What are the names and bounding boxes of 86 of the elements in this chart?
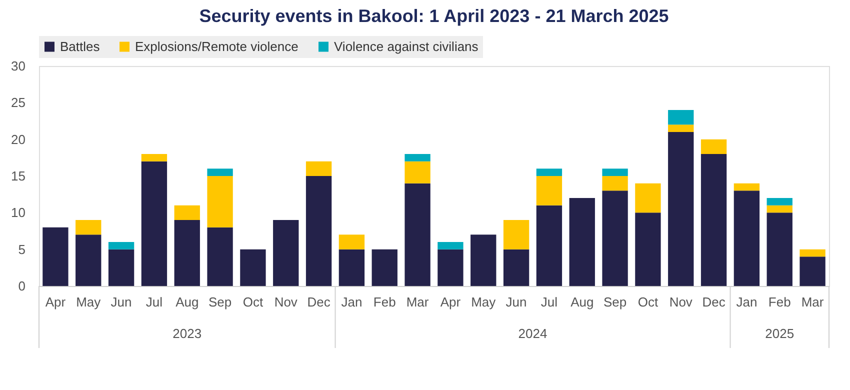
bar	[306, 176, 332, 286]
y-tick-label: 30	[11, 58, 26, 74]
bar	[174, 205, 200, 220]
bar	[602, 176, 628, 191]
bar	[503, 249, 530, 286]
x-tick-label: Jan	[736, 294, 758, 310]
y-tick-label: 15	[11, 168, 26, 184]
bar	[635, 183, 661, 213]
x-tick-label: Sep	[603, 294, 627, 310]
bar	[503, 220, 530, 250]
bar	[569, 198, 595, 286]
bar	[207, 176, 233, 228]
bar	[668, 124, 694, 132]
x-tick-label: Nov	[274, 294, 298, 310]
bar	[766, 205, 792, 213]
bar	[438, 249, 464, 286]
x-tick-label: May	[471, 294, 496, 310]
x-tick-label: Apr	[440, 294, 462, 310]
bar	[108, 249, 134, 286]
x-tick-label: Sep	[208, 294, 232, 310]
bar	[536, 205, 562, 286]
legend-label: Violence against civilians	[334, 38, 479, 54]
x-tick-label: Jun	[110, 294, 132, 310]
bar	[602, 190, 628, 286]
x-tick-label: Jan	[341, 294, 362, 310]
bar	[372, 249, 398, 286]
bar	[338, 234, 365, 250]
bar	[668, 110, 694, 125]
x-tick-label: Jul	[146, 294, 163, 310]
x-tick-label: Aug	[570, 294, 594, 310]
x-tick-label: Oct	[242, 294, 264, 310]
bar	[536, 168, 562, 176]
bar	[141, 161, 168, 286]
bar	[240, 249, 266, 286]
bar	[800, 256, 826, 286]
text: 2025	[765, 326, 794, 341]
text: 2024	[518, 326, 548, 341]
legend-label: Explosions/Remote violence	[135, 38, 298, 54]
x-tick-label: Apr	[45, 294, 66, 310]
bar	[734, 183, 760, 191]
bar	[338, 249, 365, 286]
text: 2023	[172, 326, 202, 341]
bar	[174, 220, 200, 286]
bar	[635, 212, 661, 286]
y-tick-label: 20	[11, 132, 26, 147]
bar	[207, 227, 233, 286]
x-tick-label: Dec	[702, 294, 726, 310]
bar	[76, 220, 102, 235]
x-tick-label: Jul	[540, 294, 558, 310]
bar	[108, 242, 134, 250]
x-tick-label: Feb	[373, 294, 396, 310]
x-tick-label: Jun	[506, 294, 527, 310]
bar	[700, 139, 727, 154]
y-tick-label: 5	[18, 242, 26, 257]
bar	[536, 176, 562, 206]
bar	[700, 154, 727, 286]
y-tick-label: 10	[11, 205, 26, 220]
bar	[766, 198, 792, 206]
bar	[438, 242, 464, 250]
x-tick-label: Mar	[801, 294, 824, 310]
y-tick-label: 0	[18, 278, 26, 294]
bar	[76, 234, 102, 286]
legend-label: Battles	[60, 38, 100, 54]
x-tick-label: May	[76, 294, 102, 310]
bar	[207, 168, 233, 176]
x-tick-label: Feb	[768, 294, 791, 310]
bar	[404, 183, 430, 286]
chart-title: Security events in Bakool: 1 April 2023 - 21 March 2025	[199, 6, 669, 26]
bar	[668, 132, 694, 286]
bar	[306, 161, 332, 176]
bar	[42, 227, 68, 286]
x-tick-label: Dec	[307, 294, 331, 310]
bar	[734, 190, 760, 286]
x-tick-label: Nov	[669, 294, 693, 310]
bar	[766, 212, 792, 286]
bar	[800, 249, 826, 257]
bar	[470, 234, 496, 286]
bar	[602, 168, 628, 176]
x-tick-label: Mar	[406, 294, 430, 310]
bar	[404, 154, 430, 162]
bar	[273, 220, 299, 286]
x-tick-label: Aug	[176, 294, 199, 310]
x-tick-label: Oct	[638, 294, 658, 310]
y-tick-label: 25	[11, 95, 26, 110]
bar	[141, 154, 168, 162]
bar	[404, 161, 430, 184]
